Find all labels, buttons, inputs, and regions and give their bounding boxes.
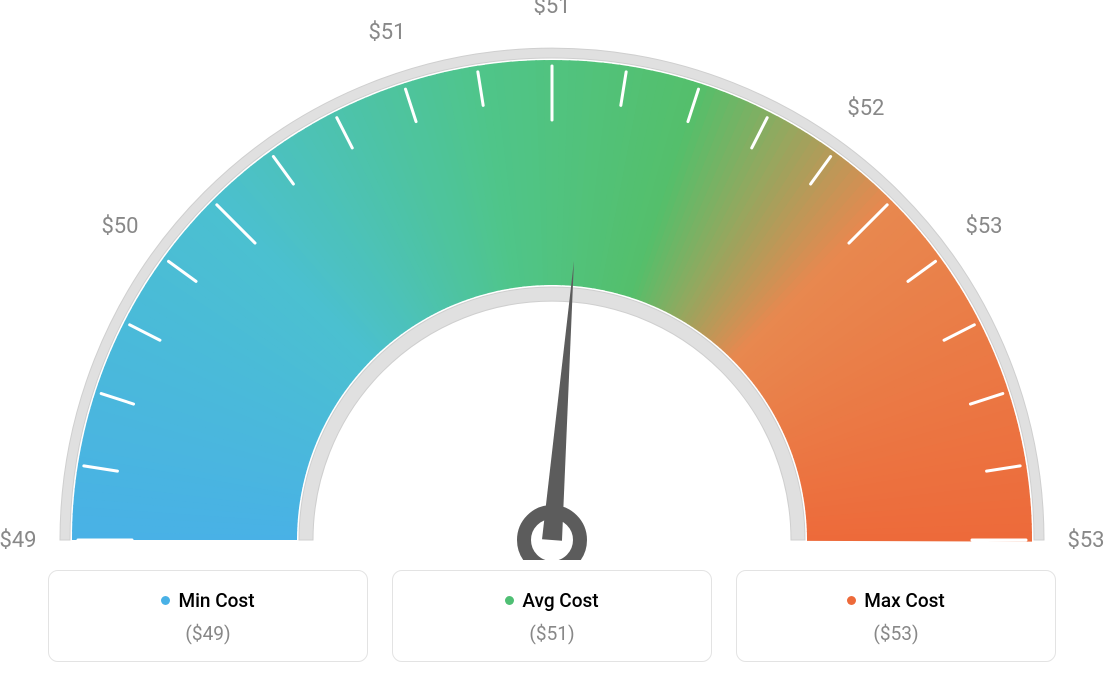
gauge-needle	[542, 261, 574, 541]
legend-title-avg: Avg Cost	[505, 589, 598, 612]
svg-text:$53: $53	[965, 214, 1002, 239]
legend-label-avg: Avg Cost	[522, 589, 598, 612]
legend-label-max: Max Cost	[864, 589, 944, 612]
legend-title-max: Max Cost	[847, 589, 944, 612]
legend-value-min: ($49)	[61, 622, 355, 645]
legend-value-max: ($53)	[749, 622, 1043, 645]
legend-card-max: Max Cost ($53)	[736, 570, 1056, 662]
legend-value-avg: ($51)	[405, 622, 699, 645]
svg-text:$51: $51	[368, 20, 405, 45]
legend-dot-avg	[505, 596, 514, 605]
legend-label-min: Min Cost	[178, 589, 254, 612]
legend-card-min: Min Cost ($49)	[48, 570, 368, 662]
legend-card-avg: Avg Cost ($51)	[392, 570, 712, 662]
svg-text:$53: $53	[1067, 528, 1104, 553]
gauge-svg: $49 $50 $51 $51 $52 $53 $53	[0, 0, 1104, 560]
legend-dot-max	[847, 596, 856, 605]
legend-row: Min Cost ($49) Avg Cost ($51) Max Cost (…	[0, 570, 1104, 662]
svg-text:$49: $49	[0, 528, 37, 553]
svg-text:$50: $50	[101, 214, 138, 239]
svg-text:$51: $51	[533, 0, 570, 19]
svg-text:$52: $52	[847, 96, 884, 121]
legend-title-min: Min Cost	[161, 589, 254, 612]
gauge-chart: $49 $50 $51 $51 $52 $53 $53	[0, 0, 1104, 560]
legend-dot-min	[161, 596, 170, 605]
